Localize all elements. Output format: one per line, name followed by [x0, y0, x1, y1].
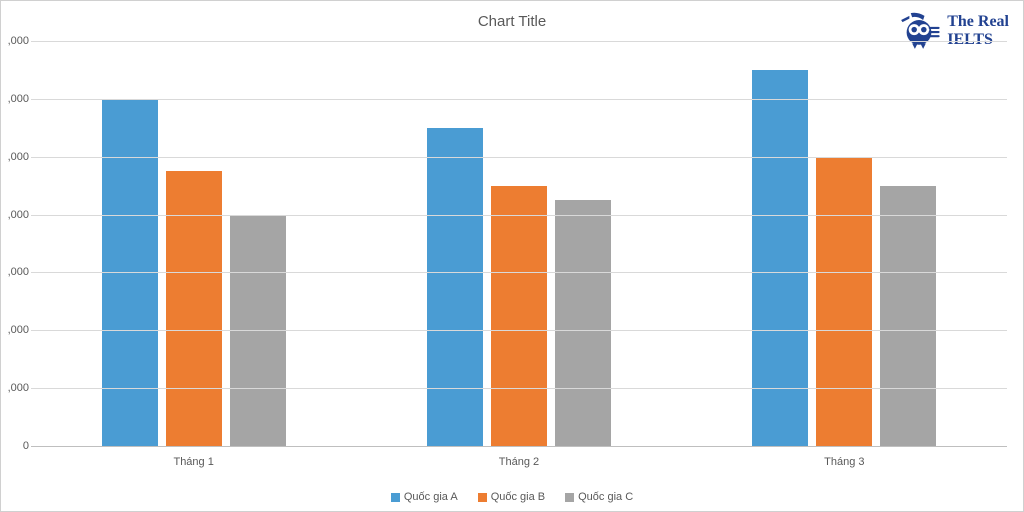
plot-area: Tháng 1Tháng 2Tháng 3 0,000,000,000,000,…	[31, 41, 1007, 447]
legend-swatch	[478, 493, 487, 502]
legend-item: Quốc gia A	[391, 491, 458, 503]
gridline	[31, 330, 1007, 331]
y-tick-label: ,000	[0, 151, 29, 163]
bar	[491, 186, 547, 446]
bar	[427, 128, 483, 446]
gridline	[31, 272, 1007, 273]
bar	[816, 157, 872, 446]
logo-line-1: The Real	[947, 13, 1009, 31]
gridline	[31, 99, 1007, 100]
x-category-label: Tháng 3	[682, 456, 1007, 468]
y-tick-label: ,000	[0, 324, 29, 336]
bar	[880, 186, 936, 446]
legend-swatch	[565, 493, 574, 502]
gridline	[31, 215, 1007, 216]
y-tick-label: ,000	[0, 35, 29, 47]
bar-group: Tháng 3	[682, 41, 1007, 446]
bar	[752, 70, 808, 446]
y-tick-label: ,000	[0, 93, 29, 105]
bar-groups: Tháng 1Tháng 2Tháng 3	[31, 41, 1007, 446]
legend-label: Quốc gia C	[578, 491, 633, 503]
bar-group: Tháng 2	[356, 41, 681, 446]
legend-item: Quốc gia C	[565, 491, 633, 503]
legend: Quốc gia A Quốc gia B Quốc gia C	[1, 491, 1023, 503]
x-category-label: Tháng 1	[31, 456, 356, 468]
gridline	[31, 157, 1007, 158]
chart-title: Chart Title	[1, 13, 1023, 30]
bar	[166, 171, 222, 446]
chart-container: Chart Title The Real IELTS	[0, 0, 1024, 512]
bar-group: Tháng 1	[31, 41, 356, 446]
y-tick-label: ,000	[0, 266, 29, 278]
y-tick-label: ,000	[0, 209, 29, 221]
bar	[555, 200, 611, 446]
y-tick-label: 0	[0, 440, 29, 452]
legend-swatch	[391, 493, 400, 502]
y-tick-label: ,000	[0, 382, 29, 394]
legend-item: Quốc gia B	[478, 491, 545, 503]
legend-label: Quốc gia B	[491, 491, 545, 503]
legend-label: Quốc gia A	[404, 491, 458, 503]
x-category-label: Tháng 2	[356, 456, 681, 468]
gridline	[31, 388, 1007, 389]
gridline	[31, 41, 1007, 42]
